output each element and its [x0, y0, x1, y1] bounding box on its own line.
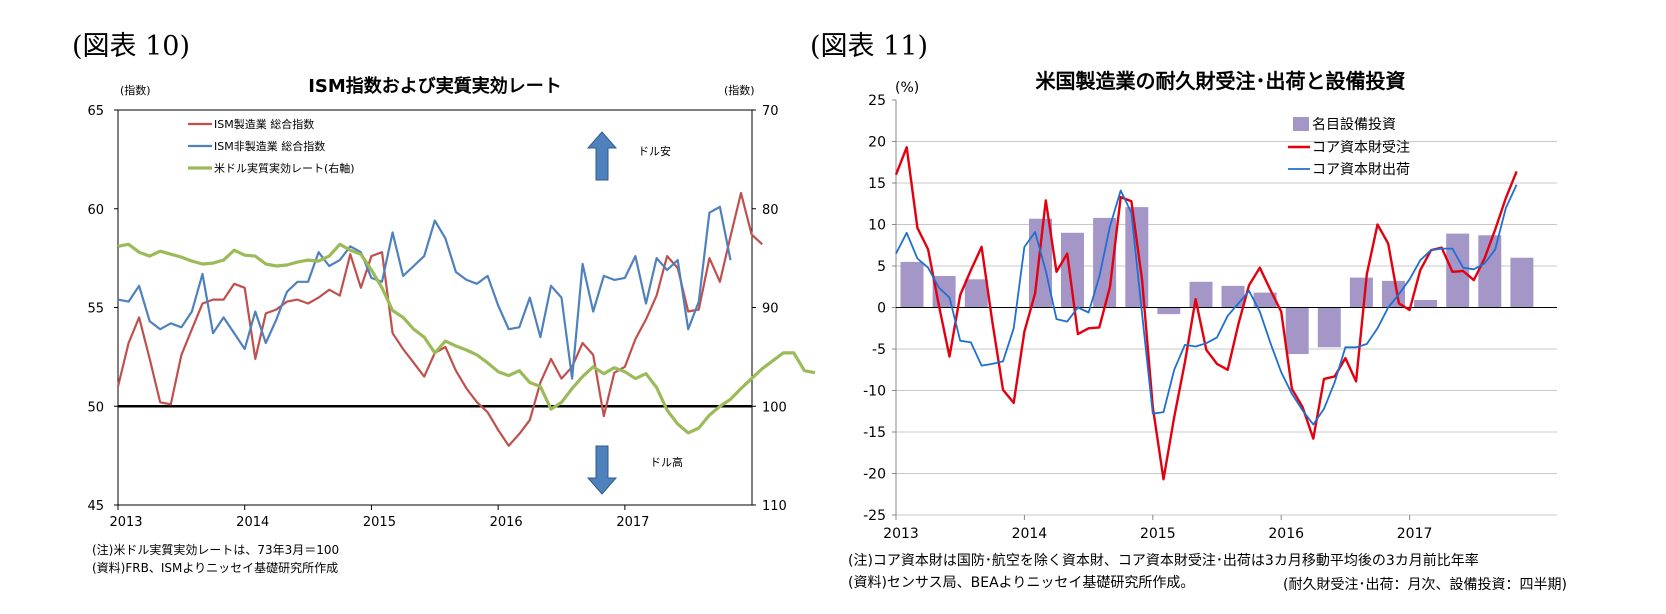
capex-bar — [900, 261, 924, 308]
fig10-annotation-dollar-weak: ドル安 — [638, 144, 671, 158]
capex-bar — [1414, 300, 1438, 308]
fig11-ytick-label: 25 — [868, 93, 886, 109]
fig11-ytick-label: -20 — [863, 467, 886, 483]
fig10-legend-label: ISM非製造業 総合指数 — [214, 139, 325, 153]
fig11-legend-label: コア資本財出荷 — [1312, 162, 1410, 178]
fig11-ytick-label: 10 — [868, 218, 886, 234]
dollar-strong-arrow-icon — [586, 445, 618, 495]
fig11-title: 米国製造業の耐久財受注･出荷と設備投資 — [1036, 69, 1406, 93]
fig11-xtick-label: 2015 — [1140, 526, 1176, 542]
fig10-legend-label: 米ドル実質実効レート(右軸) — [214, 161, 355, 175]
fig10-ytick-label: 55 — [87, 302, 104, 317]
fig11-frequency-note: (耐久財受注･出荷：月次、設備投資：四半期) — [1283, 577, 1567, 593]
dollar-weak-arrow-icon — [586, 131, 618, 181]
fig11-unit: (%) — [895, 80, 919, 96]
fig11-legend-label: コア資本財受注 — [1312, 140, 1410, 156]
capex-bar — [1157, 307, 1181, 315]
capex-bar — [1029, 218, 1052, 308]
fig10-legend-label: ISM製造業 総合指数 — [214, 117, 314, 131]
capex-bar — [1349, 277, 1373, 308]
fig11-xtick-label: 2014 — [1012, 526, 1048, 542]
figure-11-label: (図表 11) — [810, 31, 929, 62]
fig11-ytick-label: -10 — [863, 384, 886, 400]
capex-bar — [1061, 232, 1084, 308]
fig10-xtick-label: 2014 — [236, 515, 269, 530]
capex-bar — [1189, 281, 1213, 308]
ism-manufacturing-line — [116, 191, 763, 447]
fig10-xtick-label: 2015 — [363, 515, 396, 530]
fig11-ytick-label: -5 — [872, 342, 886, 358]
capex-bar — [1510, 257, 1534, 308]
fig10-ytick-label: 65 — [87, 104, 104, 119]
fig10-xtick-label: 2013 — [109, 515, 142, 530]
fig11-ytick-label: -15 — [863, 425, 886, 441]
fig10-right-unit: (指数) — [724, 83, 755, 97]
fig11-ytick-label: 5 — [877, 259, 886, 275]
capex-bar — [1478, 235, 1502, 308]
fig11-legend-swatch-capex — [1293, 117, 1309, 131]
figure-10-label: (図表 10) — [72, 31, 191, 62]
capex-bar — [1382, 280, 1405, 308]
fig11-xtick-label: 2017 — [1397, 526, 1433, 542]
fig10-source: (資料)FRB、ISMよりニッセイ基礎研究所作成 — [92, 561, 339, 575]
fig10-note: (注)米ドル実質実効レートは、73年3月＝100 — [92, 543, 340, 557]
fig11-source: (資料)センサス局、BEAよりニッセイ基礎研究所作成。 — [848, 575, 1195, 591]
fig10-ytick-label: 50 — [87, 400, 104, 415]
capex-bar — [1317, 307, 1341, 348]
fig10-y2tick-label: 70 — [762, 104, 779, 119]
fig10-y2tick-label: 90 — [762, 302, 779, 317]
fig10-annotation-dollar-strong: ドル高 — [650, 455, 683, 469]
fig10-title: ISM指数および実質実効レート — [308, 75, 562, 97]
usd-reer-line — [117, 242, 816, 435]
ism-nonmanufacturing-line — [117, 205, 732, 380]
fig10-left-unit: (指数) — [120, 83, 151, 97]
fig11-ytick-label: 15 — [868, 176, 886, 192]
fig11-xtick-label: 2013 — [883, 526, 919, 542]
fig11-note: (注)コア資本財は国防･航空を除く資本財、コア資本財受注･出荷は3カ月移動平均後… — [848, 553, 1479, 569]
core-capital-goods-orders-line — [894, 146, 1518, 481]
capex-bar — [1253, 292, 1277, 308]
fig10-ytick-label: 45 — [87, 499, 104, 514]
core-capital-goods-shipments-line — [895, 184, 1518, 426]
fig11-xtick-label: 2016 — [1268, 526, 1304, 542]
capex-bar — [1221, 285, 1245, 308]
fig11-ytick-label: 20 — [868, 135, 886, 151]
capex-bar — [964, 279, 988, 308]
fig11-ytick-label: 0 — [877, 301, 886, 317]
fig10-y2tick-label: 80 — [762, 203, 779, 218]
fig11-legend-label: 名目設備投資 — [1312, 117, 1396, 133]
fig10-xtick-label: 2017 — [616, 515, 649, 530]
fig10-y2tick-label: 110 — [762, 499, 787, 514]
capex-bar — [1285, 307, 1309, 354]
fig10-xtick-label: 2016 — [490, 515, 523, 530]
fig10-y2tick-label: 100 — [762, 400, 787, 415]
fig11-ytick-label: -25 — [863, 508, 886, 524]
fig10-ytick-label: 60 — [87, 203, 104, 218]
